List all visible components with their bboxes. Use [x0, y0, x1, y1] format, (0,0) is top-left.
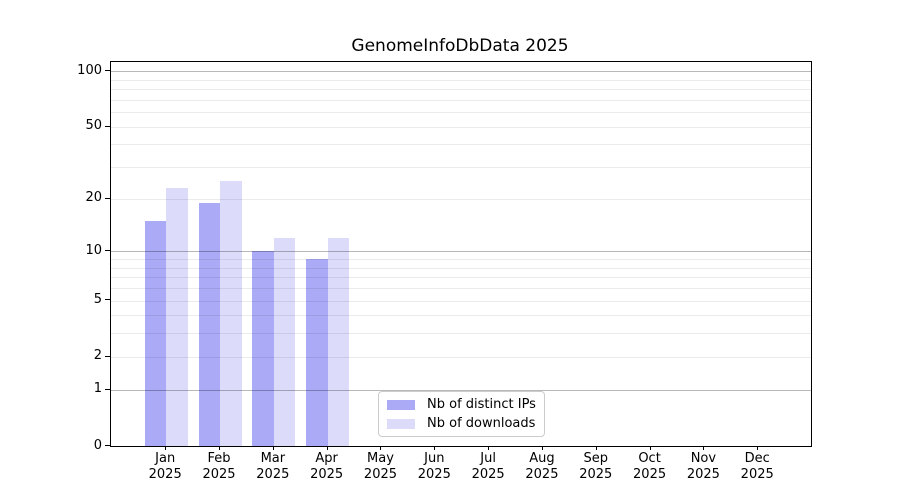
x-tick-mark [649, 446, 651, 450]
y-tick-mark [105, 197, 110, 199]
x-tick-mark [434, 446, 436, 450]
x-tick-mark [757, 446, 759, 450]
x-tick-mark [326, 446, 328, 450]
y-tick-label: 100 [77, 62, 102, 78]
y-tick-mark [105, 125, 110, 127]
major-gridline [111, 71, 811, 73]
minor-gridline [111, 99, 811, 101]
x-tick-mark [703, 446, 705, 450]
minor-gridline [111, 198, 811, 200]
x-tick-mark [488, 446, 490, 450]
minor-gridline [111, 126, 811, 128]
bar-distinct-ips-feb [198, 202, 221, 446]
bar-distinct-ips-jan [144, 220, 167, 446]
chart-title: GenomeInfoDbData 2025 [351, 36, 569, 56]
legend-item-distinct-ips: Nb of distinct IPs [387, 396, 536, 412]
y-tick-mark [105, 445, 110, 446]
y-tick-mark [105, 70, 110, 72]
bar-downloads-apr [327, 237, 350, 446]
minor-gridline [111, 300, 811, 302]
y-tick-mark [105, 299, 110, 301]
minor-gridline [111, 315, 811, 317]
bar-distinct-ips-apr [306, 258, 328, 446]
minor-gridline [111, 79, 811, 81]
minor-gridline [111, 333, 811, 335]
x-tick-label-feb: Feb 2025 [202, 451, 236, 482]
x-tick-label-sep: Sep 2025 [579, 451, 613, 482]
y-tick-label: 20 [85, 190, 102, 206]
minor-gridline [111, 167, 811, 169]
y-tick-mark [105, 388, 110, 390]
x-tick-mark [219, 446, 221, 450]
legend-label-distinct-ips: Nb of distinct IPs [427, 396, 536, 412]
downloads-swatch-icon [387, 418, 415, 429]
legend: Nb of distinct IPs Nb of downloads [378, 391, 545, 437]
x-tick-label-nov: Nov 2025 [686, 451, 720, 482]
bar-downloads-jan [166, 187, 188, 446]
x-tick-label-jul: Jul 2025 [471, 451, 505, 482]
x-tick-label-apr: Apr 2025 [310, 451, 344, 482]
x-tick-mark [165, 446, 167, 450]
major-gridline [111, 251, 811, 253]
x-tick-mark [272, 446, 274, 450]
y-tick-mark [105, 355, 110, 357]
y-tick-label: 0 [93, 437, 102, 453]
legend-item-downloads: Nb of downloads [387, 415, 536, 431]
minor-gridline [111, 112, 811, 114]
x-tick-label-may: May 2025 [363, 451, 398, 482]
x-tick-label-jun: Jun 2025 [417, 451, 451, 482]
y-tick-label: 10 [85, 242, 102, 258]
bar-downloads-mar [273, 237, 296, 446]
x-tick-label-dec: Dec 2025 [740, 451, 774, 482]
legend-label-downloads: Nb of downloads [427, 415, 536, 431]
minor-gridline [111, 144, 811, 146]
minor-gridline [111, 287, 811, 289]
minor-gridline [111, 89, 811, 90]
major-gridline [111, 389, 811, 391]
minor-gridline [111, 267, 811, 269]
minor-gridline [111, 259, 811, 260]
y-tick-mark [105, 250, 110, 252]
x-tick-mark [380, 446, 382, 450]
x-tick-label-mar: Mar 2025 [256, 451, 290, 482]
minor-gridline [111, 356, 811, 358]
x-tick-label-aug: Aug 2025 [525, 451, 559, 482]
distinct-ips-swatch-icon [387, 399, 415, 410]
x-tick-mark [595, 446, 597, 450]
y-tick-label: 50 [85, 118, 102, 134]
y-tick-label: 2 [93, 348, 102, 364]
y-tick-label: 1 [93, 381, 102, 397]
minor-gridline [111, 277, 811, 279]
x-tick-label-jan: Jan 2025 [148, 451, 182, 482]
bar-distinct-ips-mar [252, 251, 274, 446]
x-tick-mark [541, 446, 543, 450]
plot-area [110, 61, 812, 447]
y-tick-label: 5 [93, 291, 102, 307]
x-tick-label-oct: Oct 2025 [633, 451, 667, 482]
bar-downloads-feb [220, 181, 242, 446]
